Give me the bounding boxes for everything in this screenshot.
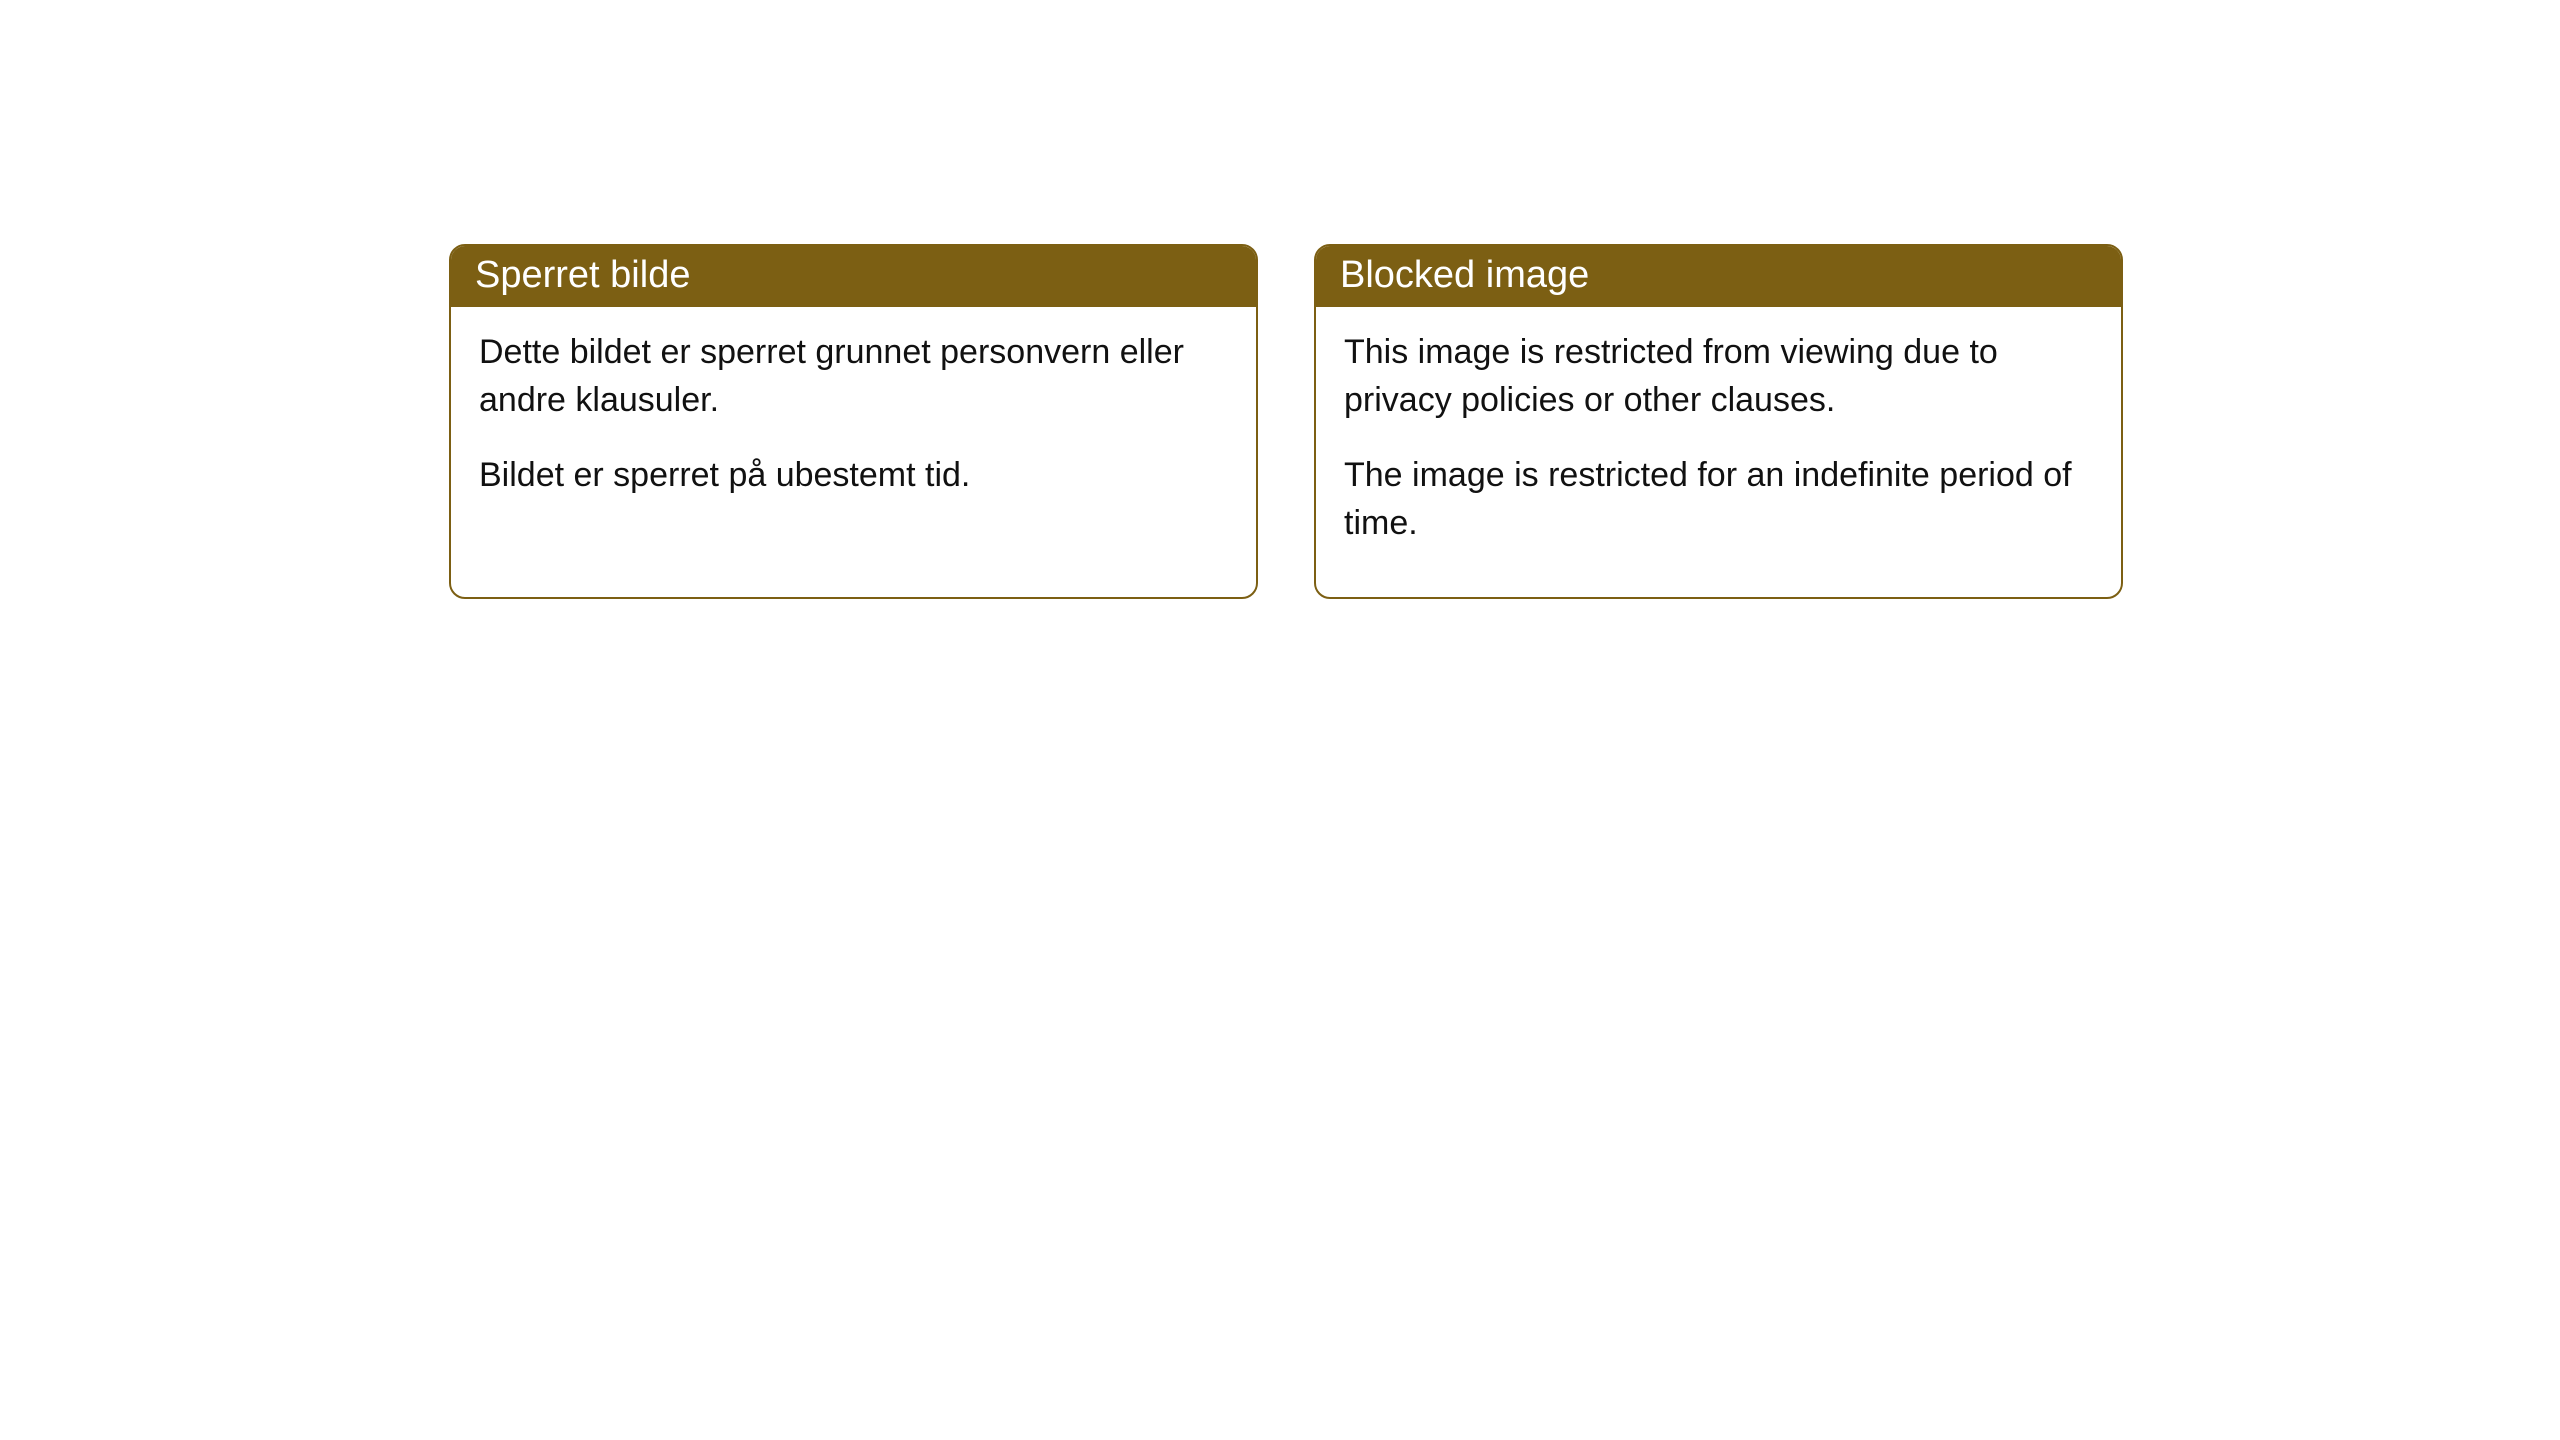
card-body-english: This image is restricted from viewing du…: [1316, 307, 2121, 597]
card-title-english: Blocked image: [1340, 254, 1589, 296]
card-text-english-2: The image is restricted for an indefinit…: [1344, 452, 2093, 547]
card-text-norwegian-2: Bildet er sperret på ubestemt tid.: [479, 452, 1228, 500]
card-text-norwegian-1: Dette bildet er sperret grunnet personve…: [479, 329, 1228, 424]
card-text-english-1: This image is restricted from viewing du…: [1344, 329, 2093, 424]
notice-cards-container: Sperret bilde Dette bildet er sperret gr…: [0, 0, 2560, 599]
card-title-norwegian: Sperret bilde: [475, 254, 690, 296]
card-body-norwegian: Dette bildet er sperret grunnet personve…: [451, 307, 1256, 550]
blocked-image-card-english: Blocked image This image is restricted f…: [1314, 244, 2123, 599]
blocked-image-card-norwegian: Sperret bilde Dette bildet er sperret gr…: [449, 244, 1258, 599]
card-header-english: Blocked image: [1316, 246, 2121, 307]
card-header-norwegian: Sperret bilde: [451, 246, 1256, 307]
